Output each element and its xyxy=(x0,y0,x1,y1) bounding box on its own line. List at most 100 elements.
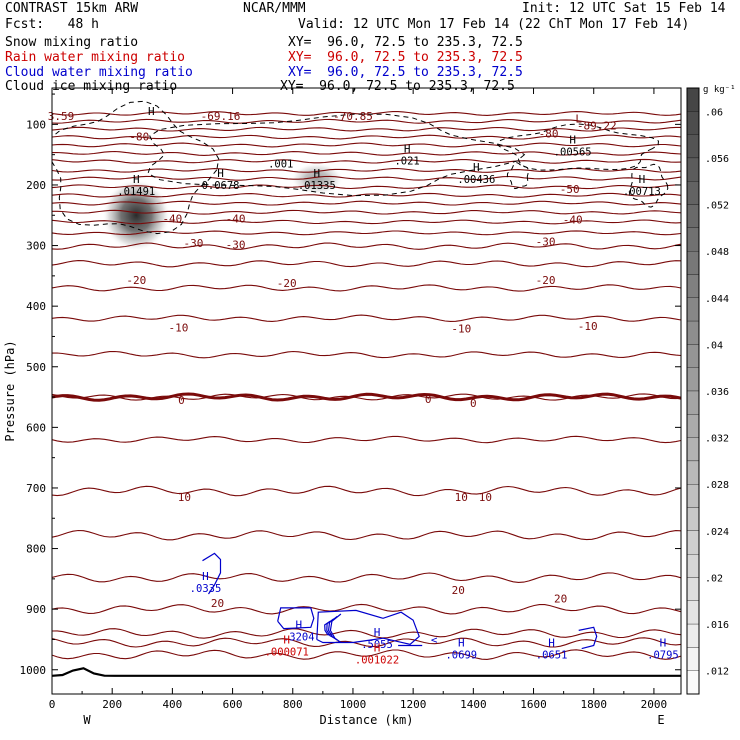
colorbar-tick-label: .02 xyxy=(705,573,723,584)
x-tick-label: 1400 xyxy=(460,698,487,711)
maximum-value: 0.0678 xyxy=(202,180,240,192)
field-label-cloud-water: Cloud water mixing ratio xyxy=(5,65,193,80)
header-model-title: CONTRAST 15km ARW xyxy=(5,1,139,16)
surface-pressure-line xyxy=(52,667,681,677)
maximum-value: .0795 xyxy=(647,649,679,661)
colorbar-tick-label: .032 xyxy=(705,434,729,445)
field-xy-cloud-ice: XY= 96.0, 72.5 to 235.3, 72.5 xyxy=(280,79,515,94)
top-extreme-label: -70.85 xyxy=(333,110,373,123)
colorbar-segment xyxy=(686,484,700,508)
isotherm-line xyxy=(52,314,681,322)
cloud-water-contour xyxy=(277,607,315,630)
maximum-marker: H xyxy=(404,143,411,156)
colorbar-segment xyxy=(686,320,700,345)
maximum-marker: H xyxy=(295,618,302,631)
maximum-value: .00713 xyxy=(623,186,661,198)
isotherm-line xyxy=(52,126,681,132)
header-valid-time: Valid: 12 UTC Mon 17 Feb 14 (22 ChT Mon … xyxy=(298,17,690,32)
y-tick-label: 300 xyxy=(26,240,46,253)
colorbar-tick-label: .028 xyxy=(705,480,729,491)
x-tick-label: 1800 xyxy=(580,698,607,711)
y-axis-label: Pressure (hPa) xyxy=(3,340,17,441)
colorbar-segment xyxy=(686,460,700,485)
isotherm-label: 0 xyxy=(178,394,185,407)
maximum-marker: H xyxy=(639,173,646,186)
plot-frame xyxy=(51,87,682,695)
maximum-marker: H xyxy=(374,626,381,639)
colorbar-segment xyxy=(686,227,700,252)
x-tick-label: 400 xyxy=(162,698,182,711)
isotherm-label: -30 xyxy=(226,238,246,251)
x-tick-label: 200 xyxy=(102,698,122,711)
cloud-water-contour xyxy=(578,626,598,650)
maximum-value: .00565 xyxy=(554,147,592,159)
maximum-value: .00436 xyxy=(457,174,495,186)
x-tick-label: 800 xyxy=(283,698,303,711)
cloud-water-core-contour xyxy=(324,620,331,636)
isotherm-line xyxy=(52,134,681,140)
colorbar-tick-label: .056 xyxy=(705,154,729,165)
y-tick-label: 600 xyxy=(26,421,46,434)
cloud-water-contour xyxy=(202,552,222,595)
isotherm-line xyxy=(52,209,681,215)
isotherm-label: 10 xyxy=(178,491,191,504)
y-tick-label: 500 xyxy=(26,361,46,374)
isotherm-line xyxy=(52,167,681,173)
colorbar-tick-label: .036 xyxy=(705,387,729,398)
isotherm-line xyxy=(52,485,681,497)
maximum-marker: H xyxy=(569,134,576,147)
header-org: NCAR/MMM xyxy=(243,1,306,16)
isotherm-label: -30 xyxy=(536,235,556,248)
freezing-level-line xyxy=(52,392,681,402)
y-tick-label: 400 xyxy=(26,300,46,313)
maximum-marker: H xyxy=(458,636,465,649)
maximum-marker: H xyxy=(217,167,224,180)
isotherm-line xyxy=(52,628,681,639)
isotherm-line xyxy=(52,111,681,116)
colorbar-tick-label: .024 xyxy=(705,527,729,538)
top-extreme-label: 3.59 xyxy=(48,110,75,123)
isotherm-line xyxy=(52,393,681,401)
maximum-marker: H xyxy=(133,173,140,186)
y-tick-label: 1000 xyxy=(20,664,47,677)
colorbar-segment xyxy=(686,530,700,555)
y-tick-label: 100 xyxy=(26,118,46,131)
colorbar-segment xyxy=(686,670,700,695)
cloud-ice-contour xyxy=(506,162,529,190)
isotherm-label: 20 xyxy=(211,597,224,610)
isotherm-label: 10 xyxy=(455,491,468,504)
colorbar-segment xyxy=(686,181,700,205)
cloud-water-contour xyxy=(316,609,420,645)
isotherm-line xyxy=(52,435,681,444)
colorbar-segment xyxy=(686,600,700,625)
colorbar-segment xyxy=(686,414,700,438)
x-endpoint-east: E xyxy=(657,713,664,727)
maximum-marker: H xyxy=(473,161,480,174)
top-extreme-label: -89.22 xyxy=(577,120,617,133)
maximum-marker: H xyxy=(283,633,290,646)
field-label-rain: Rain water mixing ratio xyxy=(5,50,186,65)
colorbar-segment xyxy=(686,390,700,415)
isotherm-line xyxy=(52,158,681,164)
snow-shading-primary xyxy=(102,179,171,252)
maximum-value: .3204 xyxy=(283,631,315,643)
field-xy-rain: XY= 96.0, 72.5 to 235.3, 72.5 xyxy=(288,50,523,65)
isotherm-line xyxy=(52,242,681,250)
field-xy-snow: XY= 96.0, 72.5 to 235.3, 72.5 xyxy=(288,35,523,50)
isotherm-line xyxy=(52,284,681,292)
colorbar-segment xyxy=(686,274,700,298)
maximum-value: .000071 xyxy=(265,646,309,658)
x-tick-label: 1200 xyxy=(400,698,427,711)
isotherm-label: -50 xyxy=(560,183,580,196)
cloud-ice-contour xyxy=(52,100,220,235)
field-label-snow: Snow mixing ratio xyxy=(5,35,139,50)
x-tick-label: 600 xyxy=(223,698,243,711)
field-label-cloud-ice: Cloud ice mixing ratio xyxy=(5,79,178,94)
isotherm-label: -20 xyxy=(536,274,556,287)
colorbar-tick-label: .016 xyxy=(705,620,729,631)
maximum-value: .021 xyxy=(394,156,419,168)
isotherm-label: -40 xyxy=(162,212,182,225)
top-extreme-label: L xyxy=(575,112,582,125)
maximum-marker: H xyxy=(202,570,209,583)
